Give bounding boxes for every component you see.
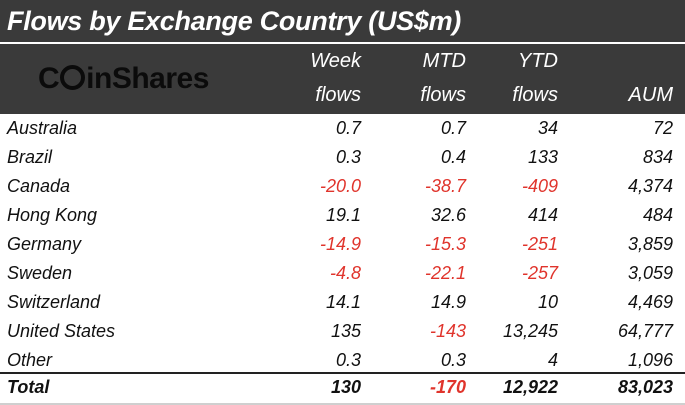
country-name: Brazil xyxy=(7,147,53,167)
country-name: Canada xyxy=(7,176,71,196)
logo-text-start: C xyxy=(38,62,60,95)
cell-mtd: 14.9 xyxy=(430,292,466,312)
cell-mtd: 0.7 xyxy=(440,118,466,138)
cell-aum: 4,374 xyxy=(627,176,673,196)
col-mtd-line2: flows xyxy=(420,84,466,106)
cell-ytd: 34 xyxy=(537,118,558,138)
country-name: Hong Kong xyxy=(7,205,98,225)
cell-mtd: -22.1 xyxy=(424,263,466,283)
cell-mtd: -143 xyxy=(429,321,466,341)
cell-aum: 3,059 xyxy=(627,263,673,283)
cell-ytd: -409 xyxy=(521,176,558,196)
cell-aum: 484 xyxy=(642,205,673,225)
cell-week: 14.1 xyxy=(325,292,361,312)
cell-week: 0.7 xyxy=(335,118,361,138)
table-row: Canada -20.0 -38.7 -409 4,374 xyxy=(0,172,685,201)
country-name: Australia xyxy=(7,118,78,138)
cell-week: -14.9 xyxy=(319,234,361,254)
country-name: Sweden xyxy=(7,263,73,283)
cell-mtd: -38.7 xyxy=(424,176,466,196)
cell-week: 19.1 xyxy=(325,205,361,225)
table-row: Hong Kong 19.1 32.6 414 484 xyxy=(0,201,685,230)
table-row: Switzerland 14.1 14.9 10 4,469 xyxy=(0,288,685,317)
total-divider xyxy=(0,372,685,374)
col-week-line2: flows xyxy=(315,84,361,106)
total-row: Total 130 -170 12,922 83,023 xyxy=(0,373,685,402)
cell-aum: 72 xyxy=(652,118,673,138)
table-row: Other 0.3 0.3 4 1,096 xyxy=(0,346,685,375)
cell-ytd: -257 xyxy=(521,263,558,283)
cell-week: 0.3 xyxy=(335,350,361,370)
col-ytd-line1: YTD xyxy=(518,50,558,72)
cell-aum: 3,859 xyxy=(627,234,673,254)
cell-aum: 64,777 xyxy=(617,321,673,341)
cell-ytd: 133 xyxy=(527,147,558,167)
col-mtd-line1: MTD xyxy=(422,50,466,72)
country-name: United States xyxy=(7,321,116,341)
cell-mtd: 0.4 xyxy=(440,147,466,167)
logo-text-end: inShares xyxy=(86,62,209,95)
country-name: Other xyxy=(7,350,53,370)
logo-o-ring-icon xyxy=(60,65,86,90)
total-ytd: 12,922 xyxy=(502,377,558,397)
col-week-line1: Week xyxy=(310,50,361,72)
table-row: Australia 0.7 0.7 34 72 xyxy=(0,114,685,143)
cell-mtd: -15.3 xyxy=(424,234,466,254)
country-name: Germany xyxy=(7,234,82,254)
cell-ytd: 4 xyxy=(547,350,558,370)
country-name: Switzerland xyxy=(7,292,101,312)
table-row: Germany -14.9 -15.3 -251 3,859 xyxy=(0,230,685,259)
cell-ytd: -251 xyxy=(521,234,558,254)
cell-ytd: 10 xyxy=(537,292,558,312)
col-aum: AUM xyxy=(628,84,673,106)
table-title: Flows by Exchange Country (US$m) xyxy=(7,6,461,36)
cell-ytd: 414 xyxy=(527,205,558,225)
cell-aum: 4,469 xyxy=(627,292,673,312)
cell-aum: 834 xyxy=(642,147,673,167)
title-divider xyxy=(0,42,685,44)
total-label: Total xyxy=(7,377,50,397)
table-row: United States 135 -143 13,245 64,777 xyxy=(0,317,685,346)
cell-week: 135 xyxy=(330,321,361,341)
cell-week: 0.3 xyxy=(335,147,361,167)
table-bottom-border xyxy=(0,403,685,405)
cell-aum: 1,096 xyxy=(627,350,673,370)
total-mtd: -170 xyxy=(429,377,466,397)
cell-week: -20.0 xyxy=(319,176,361,196)
table-row: Sweden -4.8 -22.1 -257 3,059 xyxy=(0,259,685,288)
total-aum: 83,023 xyxy=(617,377,673,397)
col-ytd-line2: flows xyxy=(512,84,558,106)
cell-mtd: 0.3 xyxy=(440,350,466,370)
cell-week: -4.8 xyxy=(329,263,361,283)
cell-mtd: 32.6 xyxy=(430,205,466,225)
cell-ytd: 13,245 xyxy=(502,321,558,341)
table-row: Brazil 0.3 0.4 133 834 xyxy=(0,143,685,172)
total-week: 130 xyxy=(330,377,361,397)
